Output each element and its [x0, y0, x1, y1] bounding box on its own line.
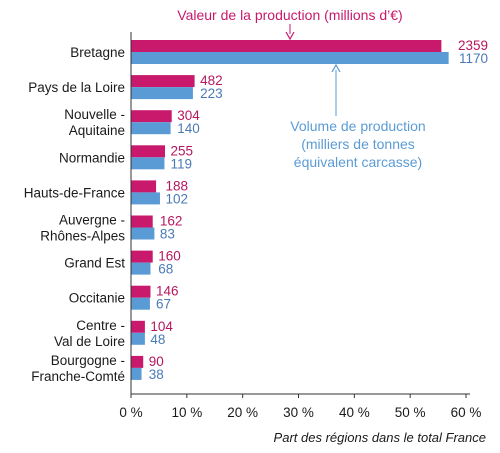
value-label-valeur: 2359 — [458, 38, 488, 53]
value-label-valeur: 188 — [165, 178, 188, 193]
value-label-volume: 83 — [160, 227, 175, 242]
value-label-volume: 223 — [200, 86, 223, 101]
bar-valeur — [131, 320, 145, 333]
category-label: Grand Est — [64, 256, 125, 271]
value-label-valeur: 482 — [200, 73, 223, 88]
category-label-line: Rhônes-Alpes — [40, 229, 125, 244]
legend-volume-line: Volume de production — [290, 118, 425, 134]
bar-valeur — [131, 180, 157, 193]
value-label-volume: 140 — [177, 121, 200, 136]
x-tick-label: 10 % — [171, 405, 202, 420]
legend-volume-line: équivalent carcasse) — [294, 154, 422, 170]
value-label-valeur: 146 — [156, 284, 179, 299]
legend-volume-arrow-head — [331, 63, 341, 73]
value-label-volume: 119 — [171, 156, 193, 171]
x-tick-label: 60 % — [451, 405, 482, 420]
value-label-volume: 1170 — [459, 51, 488, 66]
x-tick-label: 0 % — [119, 405, 142, 420]
category-label-line: Val de Loire — [54, 334, 125, 349]
bar-valeur — [131, 250, 153, 263]
chart-axes: 0 % 10 % 20 % 30 % 40 % 50 % 60 % Part des régi… — [119, 32, 486, 445]
category-label: Bourgogne -Franche-Comté — [31, 353, 125, 384]
category-label: Nouvelle -Aquitaine — [64, 107, 125, 138]
legend-valeur: Valeur de la production (millions d’€) — [177, 7, 402, 23]
chart-annotations: Valeur de la production (millions d’€) Vo… — [177, 7, 425, 170]
value-label-volume: 68 — [158, 262, 173, 277]
category-label-line: Bourgogne - — [51, 353, 125, 368]
bar-volume — [131, 87, 193, 100]
value-label-volume: 48 — [150, 332, 165, 347]
x-axis-title: Part des régions dans le total France — [274, 430, 486, 445]
category-label-line: Hauts-de-France — [24, 185, 125, 200]
value-label-volume: 67 — [156, 297, 171, 312]
bar-valeur — [131, 40, 442, 52]
bar-valeur — [131, 75, 195, 88]
bar-volume — [131, 227, 155, 240]
value-label-volume: 102 — [165, 191, 188, 206]
category-label-line: Normandie — [59, 150, 125, 165]
value-label-valeur: 90 — [149, 354, 164, 369]
category-label-line: Nouvelle - — [64, 107, 125, 122]
category-label: Centre -Val de Loire — [54, 318, 125, 349]
category-label-line: Centre - — [76, 318, 125, 333]
bar-volume — [131, 262, 151, 275]
bar-volume — [131, 122, 171, 135]
value-label-valeur: 162 — [160, 214, 183, 229]
bar-valeur — [131, 110, 172, 123]
value-label-volume: 38 — [149, 367, 164, 382]
legend-volume-line: (milliers de tonnes — [301, 136, 415, 152]
legend-valeur-arrow-head — [285, 31, 295, 41]
value-label-valeur: 304 — [177, 108, 200, 123]
bar-volume — [131, 157, 165, 170]
category-label-line: Auvergne - — [59, 213, 125, 228]
chart-bars — [131, 40, 449, 380]
value-label-valeur: 160 — [158, 249, 181, 264]
category-label-line: Pays de la Loire — [28, 80, 125, 95]
category-label-line: Franche-Comté — [31, 369, 125, 384]
bar-volume — [131, 192, 160, 205]
bar-volume — [131, 52, 449, 64]
bar-volume — [131, 367, 142, 380]
category-label-line: Bretagne — [70, 45, 125, 60]
bar-valeur — [131, 355, 144, 368]
bar-volume — [131, 332, 145, 345]
bar-valeur — [131, 145, 165, 158]
x-tick-label: 20 % — [227, 405, 258, 420]
bar-valeur — [131, 285, 151, 298]
category-label-line: Aquitaine — [69, 123, 125, 138]
bar-volume — [131, 297, 150, 310]
legend-volume: Volume de production (milliers de tonnes é… — [290, 118, 425, 170]
bar-valeur — [131, 215, 153, 228]
value-label-valeur: 255 — [171, 143, 194, 158]
value-label-valeur: 104 — [150, 319, 173, 334]
category-label: Occitanie — [69, 291, 125, 306]
category-label: Auvergne -Rhônes-Alpes — [40, 213, 125, 244]
x-tick-label: 40 % — [339, 405, 370, 420]
category-label: Pays de la Loire — [28, 80, 125, 95]
category-label: Normandie — [59, 150, 125, 165]
category-label-line: Grand Est — [64, 256, 125, 271]
category-label: Bretagne — [70, 45, 125, 60]
category-label-line: Occitanie — [69, 291, 125, 306]
category-label: Hauts-de-France — [24, 185, 125, 200]
x-tick-label: 30 % — [283, 405, 314, 420]
x-tick-label: 50 % — [395, 405, 426, 420]
